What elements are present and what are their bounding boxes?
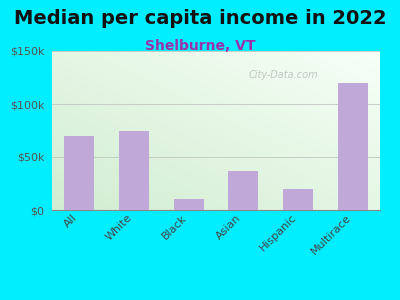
Bar — [119, 130, 149, 210]
Text: Shelburne, VT: Shelburne, VT — [145, 39, 255, 53]
Bar — [174, 200, 204, 210]
Bar — [228, 171, 258, 210]
Text: City-Data.com: City-Data.com — [249, 70, 318, 80]
Bar — [338, 83, 368, 210]
Bar — [283, 189, 313, 210]
Bar — [64, 136, 94, 210]
Text: Median per capita income in 2022: Median per capita income in 2022 — [14, 9, 386, 28]
